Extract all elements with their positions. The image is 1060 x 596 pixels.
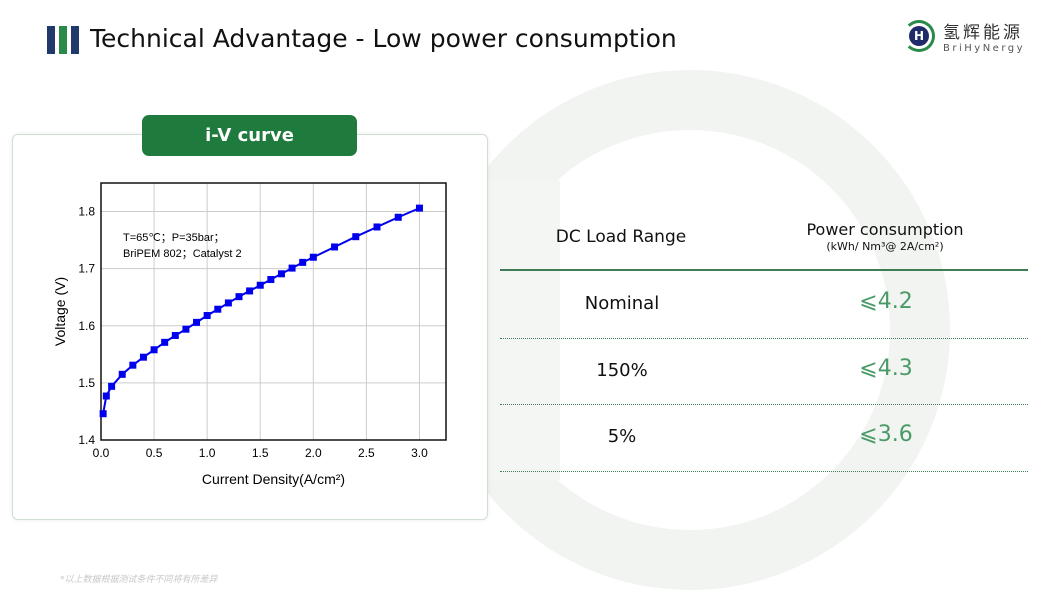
title-bars-icon — [47, 26, 79, 54]
data-point — [331, 243, 339, 251]
y-tick-label: 1.6 — [78, 319, 95, 333]
x-axis-label: Current Density(A/cm²) — [202, 471, 345, 487]
row-range: 5% — [607, 426, 637, 447]
data-point — [139, 353, 147, 361]
data-point — [373, 223, 381, 231]
data-point — [193, 318, 201, 326]
col-header-unit: (kWh/ Nm³@ 2A/cm²) — [826, 240, 944, 253]
x-tick-label: 1.5 — [252, 446, 269, 460]
row-divider — [500, 471, 1028, 472]
watermark-bar — [480, 180, 560, 480]
data-point — [352, 233, 360, 241]
logo-en: BriHyNergy — [943, 43, 1026, 54]
col-header-range: DC Load Range — [555, 227, 687, 247]
page-title: Technical Advantage - Low power consumpt… — [90, 24, 677, 53]
data-point — [214, 305, 222, 313]
data-point — [246, 287, 254, 295]
annotation-line: T=65℃；P=35bar； — [123, 232, 225, 244]
annotation-line: BriPEM 802；Catalyst 2 — [123, 248, 242, 260]
header-divider — [500, 269, 1028, 271]
data-point — [161, 338, 169, 346]
data-point — [256, 281, 264, 289]
y-tick-label: 1.5 — [78, 376, 95, 390]
data-point — [150, 346, 158, 354]
data-point — [102, 392, 110, 400]
chart-label: i-V curve — [142, 115, 357, 156]
x-tick-label: 0.5 — [146, 446, 163, 460]
row-range: 150% — [596, 360, 648, 381]
data-point — [309, 253, 317, 261]
data-point — [203, 311, 211, 319]
y-tick-label: 1.8 — [78, 205, 95, 219]
row-divider — [500, 404, 1028, 405]
data-point — [299, 258, 307, 266]
data-point — [288, 264, 296, 272]
data-point — [415, 204, 423, 212]
data-point — [182, 325, 190, 333]
x-tick-label: 3.0 — [411, 446, 428, 460]
plot-frame — [100, 182, 447, 441]
data-point — [267, 276, 275, 284]
logo-mark-icon: H — [903, 20, 935, 52]
data-point — [224, 299, 232, 307]
x-tick-label: 0.0 — [93, 446, 110, 460]
y-tick-label: 1.4 — [78, 433, 95, 447]
company-logo: H 氢辉能源 BriHyNergy — [903, 18, 1025, 54]
row-value: ⩽3.6 — [859, 422, 913, 447]
data-point — [171, 331, 179, 339]
logo-cn: 氢辉能源 — [943, 23, 1023, 43]
x-tick-label: 2.5 — [358, 446, 375, 460]
data-point — [99, 410, 107, 418]
row-divider — [500, 338, 1028, 339]
y-tick-label: 1.7 — [78, 262, 95, 276]
data-point — [235, 293, 243, 301]
iv-chart: 0.0 0.5 1.0 1.5 2.0 2.5 3.0 1.4 1.5 1.6 1.7 1.8 Curr… — [52, 182, 447, 487]
x-tick-label: 2.0 — [305, 446, 322, 460]
col-header-power: Power consumption — [806, 220, 964, 239]
x-tick-label: 1.0 — [199, 446, 216, 460]
data-point — [118, 370, 126, 378]
footnote: *以上数据根据测试条件不同将有所差异 — [60, 575, 218, 585]
row-value: ⩽4.2 — [859, 289, 913, 314]
data-point — [277, 270, 285, 278]
data-point — [394, 213, 402, 221]
chart-card: 0.0 0.5 1.0 1.5 2.0 2.5 3.0 1.4 1.5 1.6 1.7 1.8 Curr… — [12, 134, 488, 520]
data-point — [129, 361, 137, 369]
row-range: Nominal — [584, 293, 660, 314]
logo-mark-letter: H — [909, 26, 929, 46]
y-axis-label: Voltage (V) — [52, 277, 68, 346]
data-point — [108, 382, 116, 390]
row-value: ⩽4.3 — [859, 356, 913, 381]
